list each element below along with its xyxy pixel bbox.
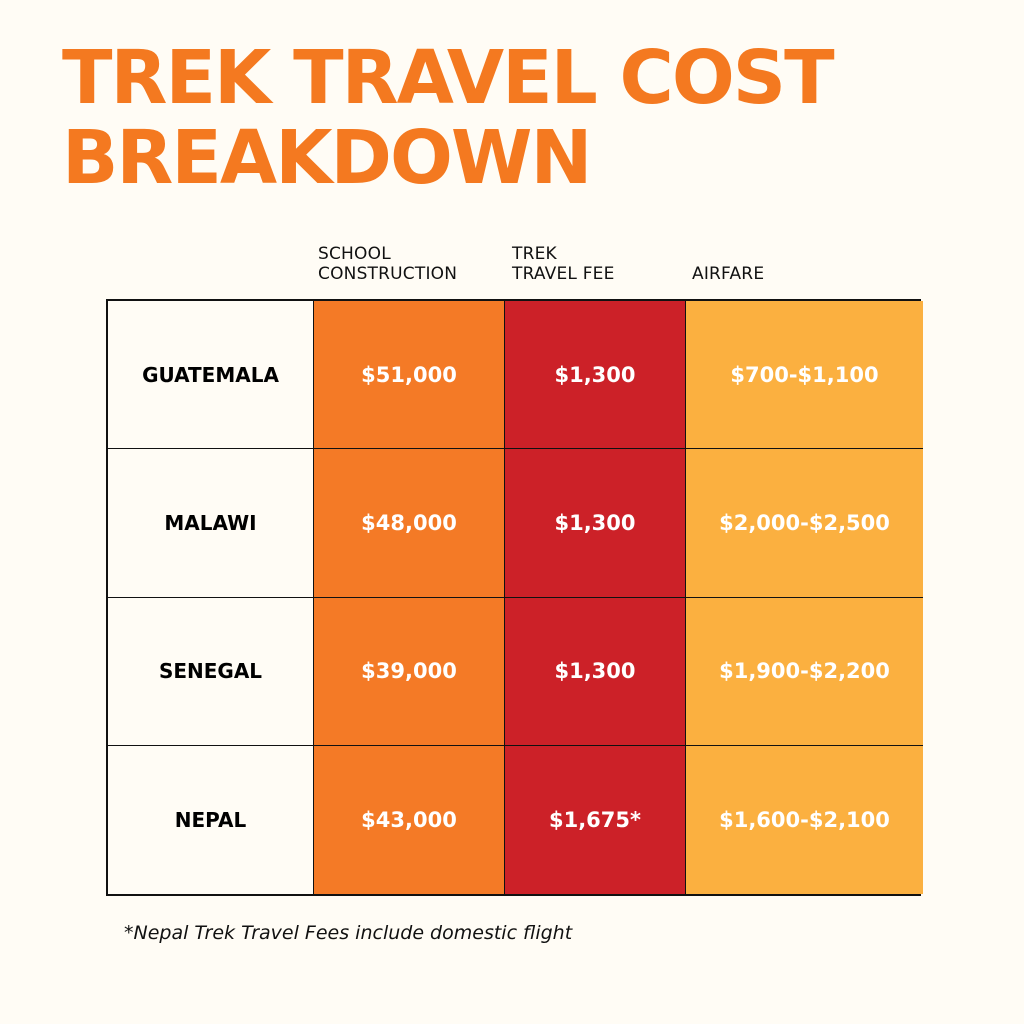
column-header-school-construction: SCHOOL CONSTRUCTION [318,244,457,284]
column-header-school-construction-line-2: CONSTRUCTION [318,264,458,284]
school-cost-cell-malawi: $48,000 [314,449,505,598]
chart-title-line-1: TREK TRAVEL COST [62,35,835,121]
airfare-cell-nepal: $1,600-$2,100 [686,745,923,894]
school-cost-cell-senegal: $39,000 [314,597,505,746]
column-header-school-construction-line-1: SCHOOL [318,244,391,264]
chart-title-line-2: BREAKDOWN [62,115,592,201]
airfare-cell-senegal: $1,900-$2,200 [686,597,923,746]
chart-title: TREK TRAVEL COST BREAKDOWN [62,38,1002,198]
airfare-cell-malawi: $2,000-$2,500 [686,449,923,598]
school-cost-cell-nepal: $43,000 [314,745,505,894]
country-cell-guatemala: GUATEMALA [108,301,314,450]
footnote: *Nepal Trek Travel Fees include domestic… [124,922,573,944]
column-header-airfare-line-1: AIRFARE [692,264,765,284]
cost-table: GUATEMALA $51,000 $1,300 $700-$1,100 MAL… [106,299,923,896]
country-cell-senegal: SENEGAL [108,597,314,746]
column-header-trek-travel-fee: TREK TRAVEL FEE [512,244,615,284]
school-cost-cell-guatemala: $51,000 [314,301,505,450]
column-header-trek-travel-fee-line-2: TRAVEL FEE [512,264,615,284]
country-cell-malawi: MALAWI [108,449,314,598]
column-header-airfare: AIRFARE [692,264,764,284]
trek-fee-cell-nepal: $1,675* [505,745,686,894]
trek-fee-cell-malawi: $1,300 [505,449,686,598]
trek-fee-cell-senegal: $1,300 [505,597,686,746]
airfare-cell-guatemala: $700-$1,100 [686,301,923,450]
country-cell-nepal: NEPAL [108,745,314,894]
trek-fee-cell-guatemala: $1,300 [505,301,686,450]
column-header-trek-travel-fee-line-1: TREK [512,244,557,264]
